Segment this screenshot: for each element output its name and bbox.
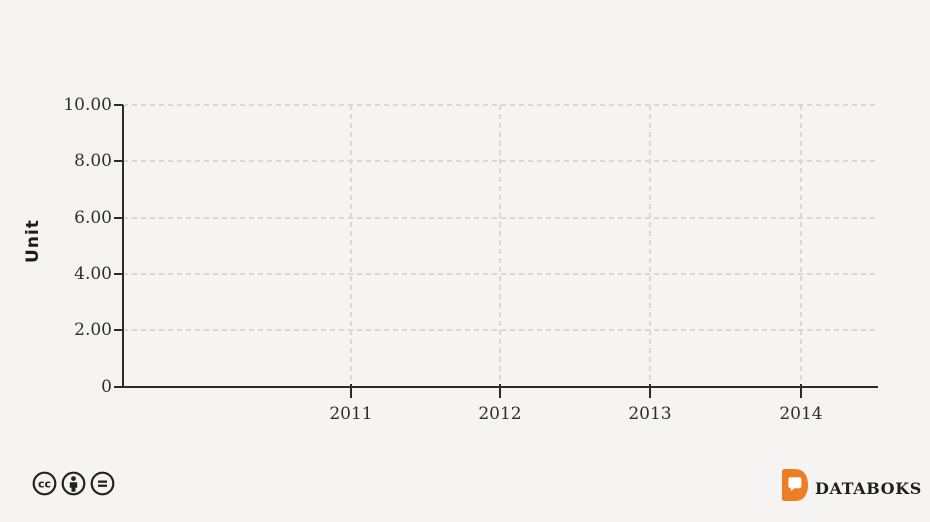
gridline-vertical bbox=[649, 105, 651, 387]
x-tick-label: 2013 bbox=[628, 404, 672, 424]
x-tick-mark bbox=[649, 384, 651, 398]
x-tick-mark bbox=[800, 384, 802, 398]
no-derivatives-icon bbox=[90, 471, 115, 500]
gridline-vertical bbox=[800, 105, 802, 387]
x-tick-mark bbox=[499, 384, 501, 398]
y-tick-mark bbox=[114, 104, 123, 106]
brand-name: DATABOKS bbox=[815, 479, 922, 498]
y-tick-label: 2.00 bbox=[74, 320, 112, 340]
y-tick-label: 0 bbox=[101, 377, 112, 397]
databoks-d-icon bbox=[782, 469, 808, 505]
cc-icon: cc bbox=[32, 471, 57, 500]
x-axis-line bbox=[114, 386, 878, 388]
x-tick-mark bbox=[350, 384, 352, 398]
license-badge[interactable]: cc bbox=[32, 471, 115, 500]
y-tick-label: 6.00 bbox=[74, 208, 112, 228]
svg-text:cc: cc bbox=[38, 477, 51, 490]
y-tick-mark bbox=[114, 329, 123, 331]
x-tick-label: 2014 bbox=[779, 404, 823, 424]
y-tick-label: 8.00 bbox=[74, 151, 112, 171]
databoks-logo[interactable]: DATABOKS bbox=[782, 469, 922, 505]
y-axis-line bbox=[122, 105, 124, 388]
y-tick-mark bbox=[114, 217, 123, 219]
gridline-vertical bbox=[350, 105, 352, 387]
x-tick-label: 2011 bbox=[329, 404, 373, 424]
gridline-vertical bbox=[499, 105, 501, 387]
y-tick-mark bbox=[114, 273, 123, 275]
y-tick-label: 4.00 bbox=[74, 264, 112, 284]
attribution-icon bbox=[61, 471, 86, 500]
y-tick-label: 10.00 bbox=[63, 95, 112, 115]
y-tick-mark bbox=[114, 160, 123, 162]
x-tick-label: 2012 bbox=[478, 404, 522, 424]
